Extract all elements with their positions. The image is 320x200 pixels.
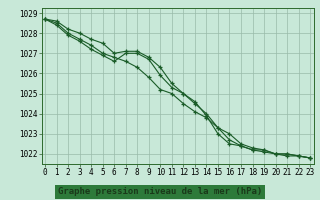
Text: Graphe pression niveau de la mer (hPa): Graphe pression niveau de la mer (hPa) [58,188,262,196]
